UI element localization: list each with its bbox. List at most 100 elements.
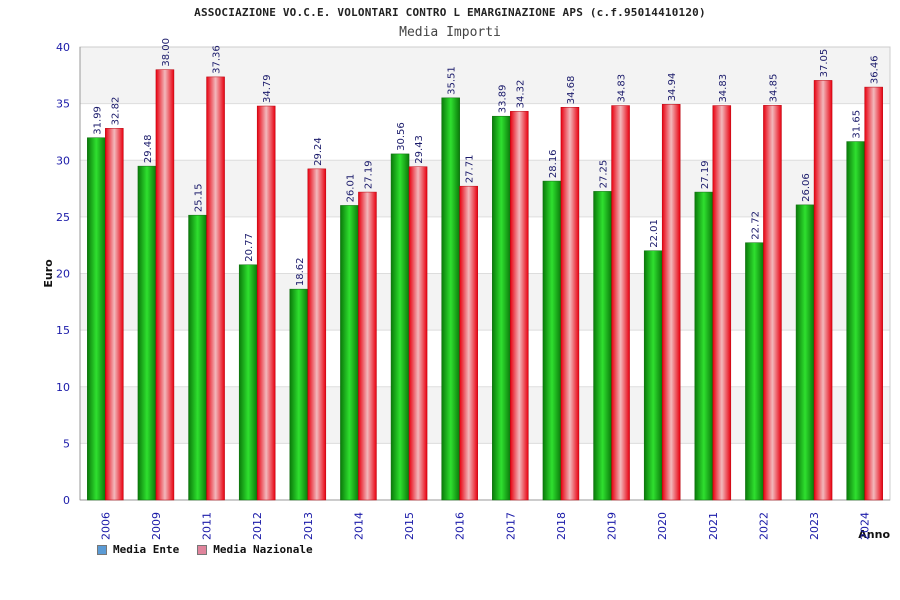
bar-media-ente-2006: [87, 137, 106, 501]
x-tick-label-2017: 2017: [504, 512, 517, 540]
data-label-media-nazionale-2018: 34.68: [566, 76, 577, 105]
legend-label-media-ente: Media Ente: [113, 543, 180, 556]
bar-media-ente-2013: [289, 288, 309, 501]
data-label-media-nazionale-2020: 34.94: [667, 73, 678, 102]
bar-media-nazionale-2023: [813, 80, 833, 501]
x-tick-label-2024: 2024: [859, 512, 872, 540]
bar-media-nazionale-2016: [459, 185, 478, 501]
data-label-media-nazionale-2012: 34.79: [262, 74, 273, 103]
legend-label-media-nazionale: Media Nazionale: [213, 543, 313, 556]
x-tick-label-2014: 2014: [352, 512, 365, 540]
data-label-media-nazionale-2023: 37.05: [819, 49, 830, 78]
x-tick-label-2022: 2022: [757, 512, 770, 540]
x-tick-label-2020: 2020: [656, 512, 669, 540]
y-tick-label: 20: [56, 268, 70, 281]
x-tick-label-2015: 2015: [403, 512, 416, 540]
data-label-media-ente-2006: 31.99: [92, 106, 103, 135]
y-tick-label: 15: [56, 324, 70, 337]
bar-media-ente-2023: [795, 204, 815, 501]
data-label-media-ente-2018: 28.16: [548, 149, 559, 178]
bar-media-nazionale-2014: [358, 191, 377, 501]
data-label-media-nazionale-2019: 34.83: [617, 74, 628, 103]
x-tick-label-2018: 2018: [555, 512, 568, 540]
data-label-media-nazionale-2021: 34.83: [718, 74, 729, 103]
bar-media-ente-2011: [188, 214, 207, 501]
bar-media-nazionale-2009: [155, 69, 175, 501]
data-label-media-nazionale-2016: 27.71: [465, 155, 476, 184]
bar-media-ente-2018: [542, 180, 562, 501]
x-tick-label-2023: 2023: [808, 512, 821, 540]
data-label-media-nazionale-2011: 37.36: [212, 45, 223, 74]
y-tick-label: 40: [56, 41, 70, 54]
bar-media-ente-2021: [694, 191, 714, 501]
data-label-media-ente-2013: 18.62: [295, 257, 306, 286]
data-label-media-ente-2022: 22.72: [750, 211, 761, 240]
data-label-media-ente-2016: 35.51: [447, 66, 458, 95]
x-tick-label-2009: 2009: [150, 512, 163, 540]
bar-media-nazionale-2020: [661, 104, 681, 501]
bar-media-nazionale-2017: [510, 111, 529, 501]
bar-media-ente-2015: [390, 153, 410, 501]
y-tick-label: 0: [63, 494, 70, 507]
y-tick-label: 5: [63, 437, 70, 450]
x-tick-label-2021: 2021: [707, 512, 720, 540]
bar-media-nazionale-2018: [560, 106, 580, 501]
data-label-media-ente-2009: 29.48: [143, 134, 154, 163]
bar-media-nazionale-2011: [206, 76, 225, 501]
bar-media-nazionale-2015: [408, 166, 428, 501]
bar-media-nazionale-2022: [763, 105, 782, 501]
legend-item-media-nazionale: Media Nazionale: [197, 543, 313, 556]
x-tick-label-2016: 2016: [454, 512, 467, 540]
y-axis-label: Euro: [42, 259, 55, 288]
y-tick-label: 25: [56, 211, 70, 224]
data-label-media-nazionale-2015: 29.43: [414, 135, 425, 164]
bar-media-nazionale-2013: [307, 168, 327, 501]
legend: Media Ente Media Nazionale: [97, 543, 313, 556]
y-tick-label: 35: [56, 98, 70, 111]
data-label-media-ente-2021: 27.19: [700, 160, 711, 189]
data-label-media-nazionale-2013: 29.24: [313, 137, 324, 166]
x-axis-label: Anno: [858, 528, 890, 541]
y-tick-label: 10: [56, 381, 70, 394]
x-tick-label-2019: 2019: [606, 512, 619, 540]
x-tick-label-2012: 2012: [251, 512, 264, 540]
data-label-media-ente-2019: 27.25: [599, 160, 610, 189]
data-label-media-ente-2015: 30.56: [396, 122, 407, 151]
x-tick-label-2006: 2006: [99, 512, 112, 540]
bar-media-ente-2016: [441, 97, 460, 501]
bar-media-nazionale-2006: [105, 128, 124, 501]
data-label-media-ente-2024: 31.65: [852, 110, 863, 139]
data-label-media-nazionale-2006: 32.82: [110, 97, 121, 126]
bar-media-nazionale-2012: [256, 105, 276, 501]
bar-media-nazionale-2024: [864, 86, 883, 501]
data-label-media-ente-2020: 22.01: [649, 219, 660, 248]
data-label-media-nazionale-2024: 36.46: [870, 55, 881, 84]
bar-media-ente-2019: [593, 191, 612, 501]
data-label-media-nazionale-2009: 38.00: [161, 38, 172, 67]
legend-swatch-media-ente: [97, 544, 107, 555]
data-label-media-ente-2023: 26.06: [801, 173, 812, 202]
bar-media-ente-2017: [492, 115, 511, 501]
bar-media-ente-2012: [238, 264, 258, 501]
data-label-media-nazionale-2022: 34.85: [768, 74, 779, 103]
data-label-media-nazionale-2017: 34.32: [515, 80, 526, 109]
data-label-media-nazionale-2014: 27.19: [363, 160, 374, 189]
bar-media-nazionale-2019: [611, 105, 630, 501]
bar-media-ente-2024: [846, 141, 865, 501]
bar-media-ente-2014: [340, 205, 359, 501]
chart-title: ASSOCIAZIONE VO.C.E. VOLONTARI CONTRO L …: [194, 6, 706, 19]
x-tick-label-2013: 2013: [302, 512, 315, 540]
data-label-media-ente-2017: 33.89: [497, 85, 508, 114]
bar-media-ente-2020: [643, 250, 663, 501]
bar-media-nazionale-2021: [712, 105, 732, 501]
data-label-media-ente-2011: 25.15: [194, 184, 205, 213]
x-tick-label-2011: 2011: [201, 512, 214, 540]
chart-subtitle: Media Importi: [399, 25, 501, 40]
bar-media-ente-2022: [745, 242, 764, 501]
y-tick-label: 30: [56, 154, 70, 167]
legend-swatch-media-nazionale: [197, 544, 208, 555]
data-label-media-ente-2012: 20.77: [244, 233, 255, 262]
data-label-media-ente-2014: 26.01: [345, 174, 356, 203]
